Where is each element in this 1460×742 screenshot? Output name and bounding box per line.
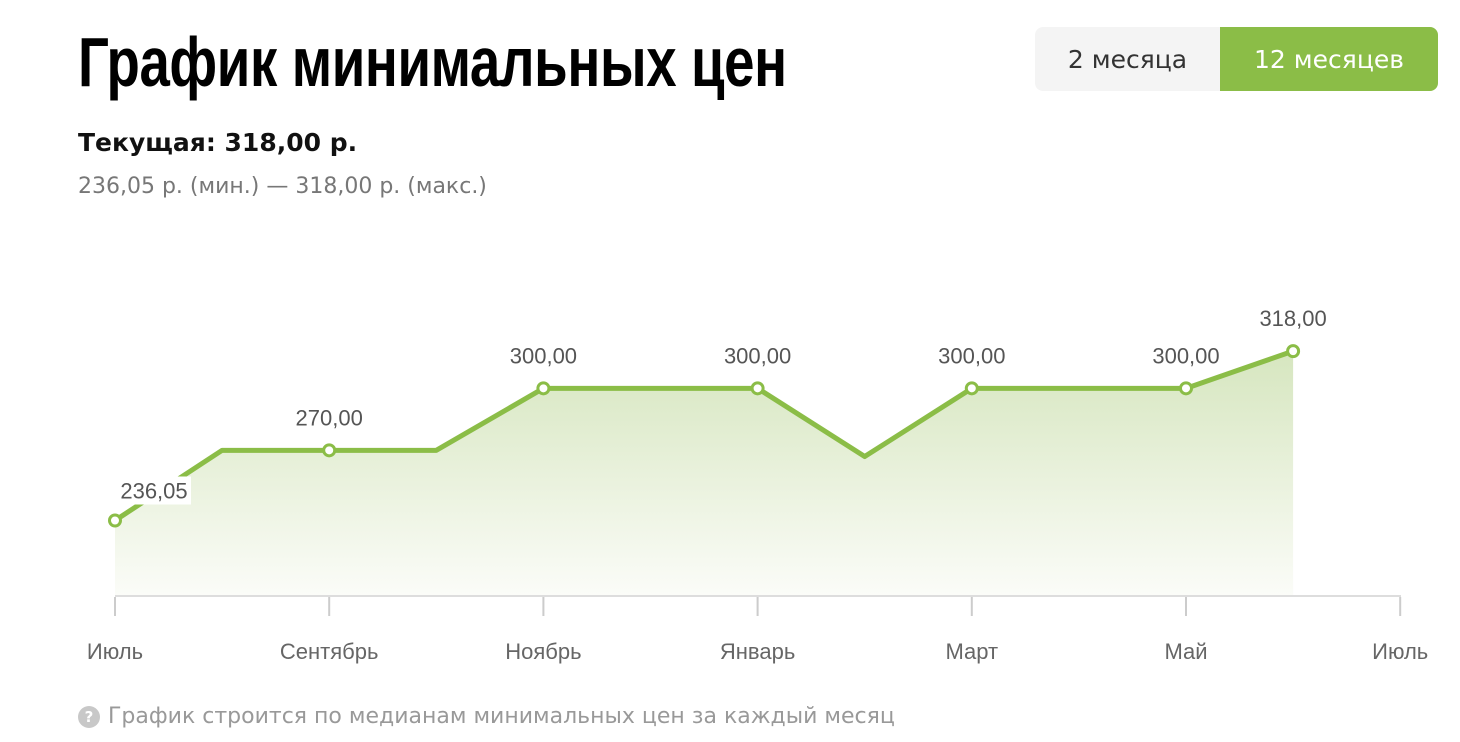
x-tick-label: Сентябрь: [280, 639, 379, 664]
x-tick-label: Июль: [87, 639, 143, 664]
x-tick-label: Май: [1164, 639, 1207, 664]
data-point: [322, 443, 337, 458]
question-icon[interactable]: ?: [78, 705, 100, 728]
data-label: 300,00: [938, 343, 1005, 368]
x-tick-label: Июль: [1372, 639, 1428, 664]
series-line: [113, 348, 1294, 523]
page-title: График минимальных цен: [78, 23, 787, 101]
x-tick-label: Январь: [720, 639, 795, 664]
x-tick-label: Март: [945, 639, 998, 664]
data-point: [964, 381, 979, 396]
data-label: 236,05: [120, 478, 187, 503]
data-label: 318,00: [1259, 306, 1326, 331]
data-label: 300,00: [510, 343, 577, 368]
data-label: 300,00: [1152, 343, 1219, 368]
data-label: 270,00: [296, 405, 363, 430]
data-label-bg: [117, 476, 191, 505]
data-point: [108, 513, 122, 528]
price-range: 236,05 р. (мин.) — 318,00 р. (макс.): [78, 174, 487, 199]
footnote-text: График строится по медианам минимальных …: [108, 704, 895, 729]
x-tick-label: Ноябрь: [505, 639, 581, 664]
period-2-months-button[interactable]: 2 месяца: [1035, 27, 1220, 91]
data-point: [1286, 344, 1301, 359]
data-label: 300,00: [724, 343, 791, 368]
period-12-months-button[interactable]: 12 месяцев: [1220, 27, 1438, 91]
data-point: [750, 381, 765, 396]
area-fill: [115, 351, 1294, 595]
period-toggle: 2 месяца 12 месяцев: [1035, 27, 1438, 91]
current-price: Текущая: 318,00 р.: [78, 128, 358, 157]
data-point: [536, 381, 551, 396]
data-point: [1179, 381, 1193, 396]
footnote: ? График строится по медианам минимальны…: [78, 704, 895, 729]
